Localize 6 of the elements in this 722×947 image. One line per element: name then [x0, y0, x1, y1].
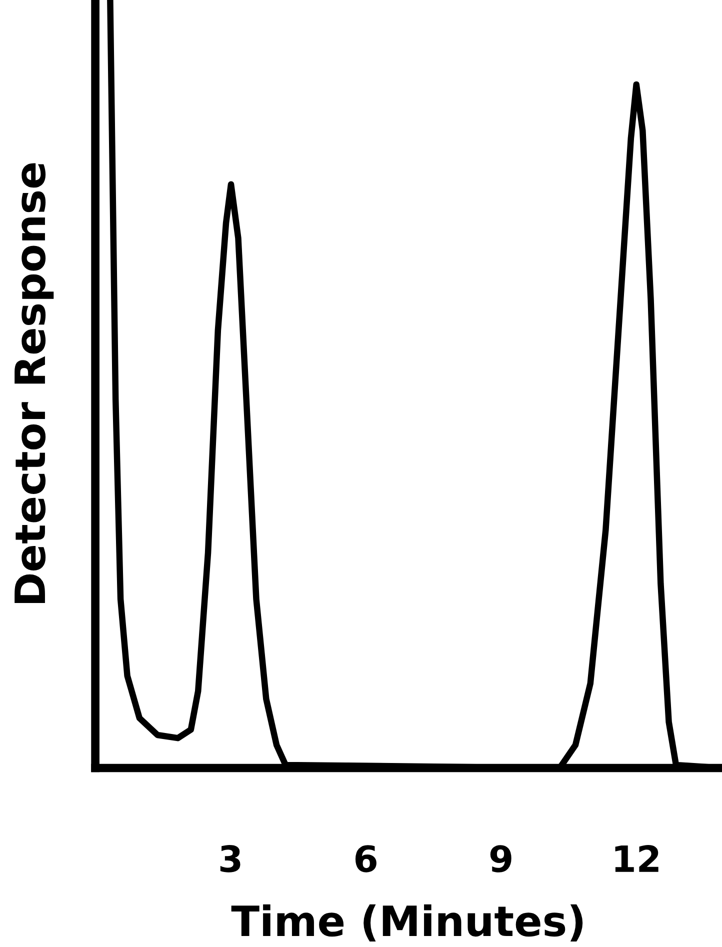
x-tick-label: 9	[490, 845, 512, 872]
y-axis-title: Detector Response	[14, 163, 54, 603]
x-tick-label: 3	[220, 845, 240, 872]
x-axis-title: Time (Minutes)	[231, 904, 583, 942]
x-tick-label: 6	[356, 845, 376, 872]
x-tick-label: 12	[615, 845, 658, 872]
